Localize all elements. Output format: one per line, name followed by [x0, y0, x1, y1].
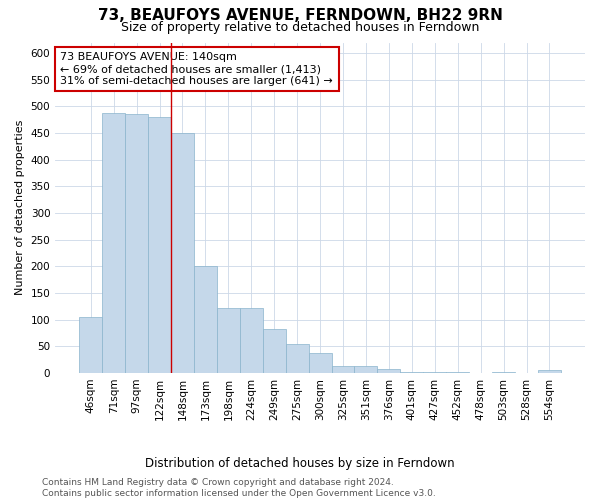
Bar [79, 317, 102, 373]
Bar [125, 114, 148, 373]
Bar [423, 372, 446, 373]
Bar [538, 370, 561, 373]
Bar [308, 354, 332, 373]
Bar [263, 330, 286, 373]
Bar [355, 366, 377, 373]
Bar [217, 308, 240, 373]
Bar [400, 372, 423, 373]
Bar [171, 133, 194, 373]
Y-axis label: Number of detached properties: Number of detached properties [15, 120, 25, 296]
Bar [446, 372, 469, 373]
Text: 73 BEAUFOYS AVENUE: 140sqm
← 69% of detached houses are smaller (1,413)
31% of s: 73 BEAUFOYS AVENUE: 140sqm ← 69% of deta… [61, 52, 333, 86]
Text: Size of property relative to detached houses in Ferndown: Size of property relative to detached ho… [121, 21, 479, 34]
Bar [194, 266, 217, 373]
Text: 73, BEAUFOYS AVENUE, FERNDOWN, BH22 9RN: 73, BEAUFOYS AVENUE, FERNDOWN, BH22 9RN [98, 8, 502, 22]
Bar [148, 116, 171, 373]
Text: Distribution of detached houses by size in Ferndown: Distribution of detached houses by size … [145, 458, 455, 470]
Text: Contains HM Land Registry data © Crown copyright and database right 2024.
Contai: Contains HM Land Registry data © Crown c… [42, 478, 436, 498]
Bar [240, 308, 263, 373]
Bar [377, 368, 400, 373]
Bar [332, 366, 355, 373]
Bar [286, 344, 308, 373]
Bar [102, 114, 125, 373]
Bar [492, 372, 515, 373]
